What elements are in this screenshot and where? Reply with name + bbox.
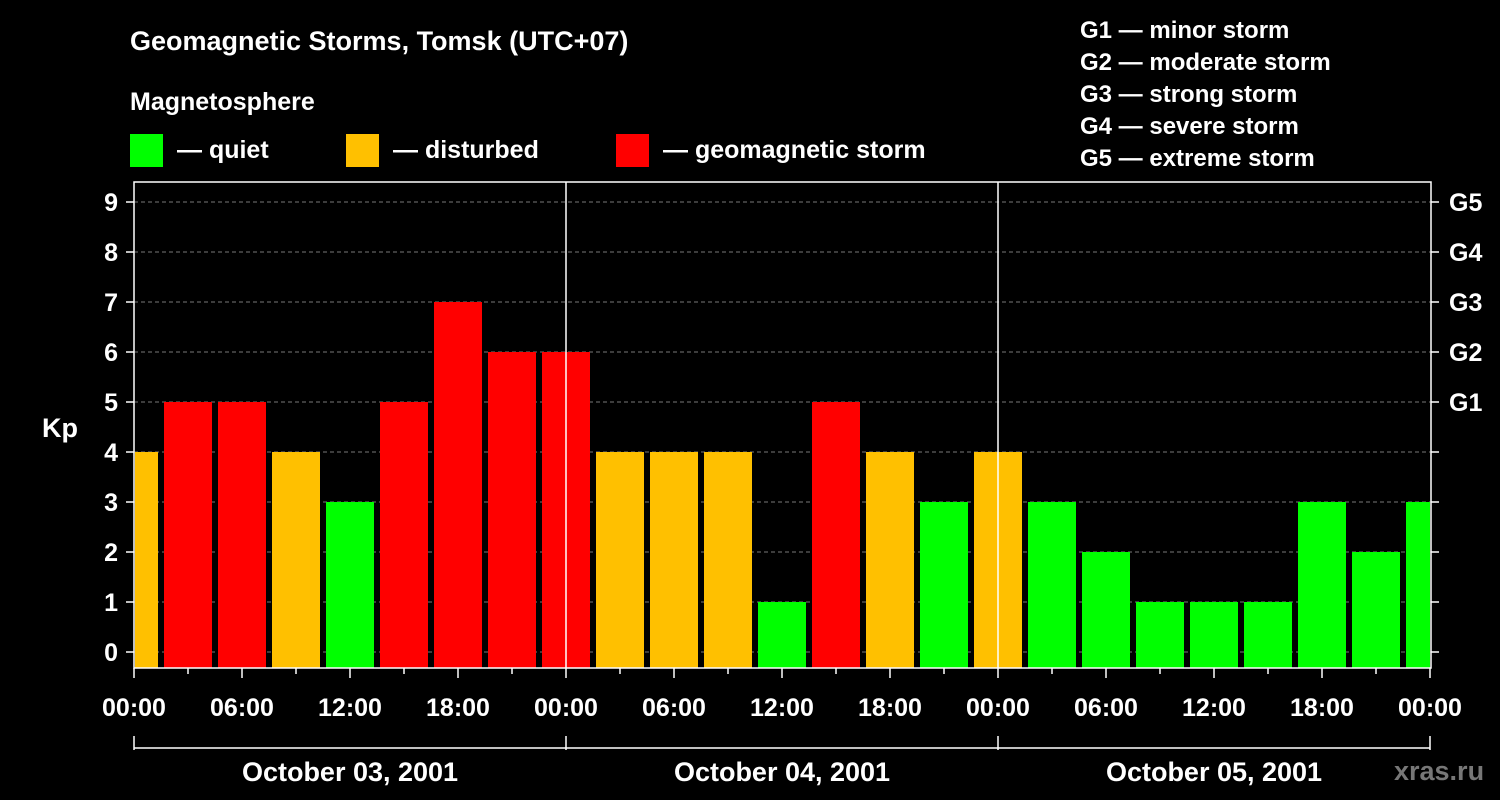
storm-level-label: G4 <box>1449 239 1482 267</box>
x-tick-label: 18:00 <box>1290 694 1354 722</box>
bars-layer <box>135 302 1430 668</box>
storm-scale-g4: G4 — severe storm <box>1080 113 1299 140</box>
legend-label-storm: — geomagnetic storm <box>663 136 926 164</box>
bar <box>380 402 428 668</box>
y-tick-label: 2 <box>104 539 118 567</box>
bar <box>1082 552 1130 668</box>
bar <box>1028 502 1076 668</box>
y-tick-label: 6 <box>104 339 118 367</box>
x-tick-label: 06:00 <box>210 694 274 722</box>
watermark: xras.ru <box>1394 756 1484 786</box>
day-label: October 05, 2001 <box>1106 757 1322 787</box>
y-tick-label: 0 <box>104 639 118 667</box>
legend-label-quiet: — quiet <box>177 136 269 164</box>
x-tick-label: 00:00 <box>102 694 166 722</box>
bar <box>326 502 374 668</box>
legend-swatch-disturbed <box>346 134 379 167</box>
bar <box>704 452 752 668</box>
storm-scale-g1: G1 — minor storm <box>1080 17 1289 44</box>
bar <box>596 452 644 668</box>
storm-level-label: G5 <box>1449 189 1482 217</box>
y-tick-label: 8 <box>104 239 118 267</box>
x-tick-label: 00:00 <box>1398 694 1462 722</box>
y-tick-label: 4 <box>104 439 118 467</box>
bar <box>1352 552 1400 668</box>
x-tick-label: 06:00 <box>1074 694 1138 722</box>
bar <box>758 602 806 668</box>
legend-swatch-storm <box>616 134 649 167</box>
x-tick-label: 00:00 <box>966 694 1030 722</box>
y-tick-label: 9 <box>104 189 118 217</box>
x-tick-label: 12:00 <box>318 694 382 722</box>
bar <box>650 452 698 668</box>
storm-scale-legend: G1 — minor storm G2 — moderate storm G3 … <box>1080 17 1331 172</box>
legend-label-disturbed: — disturbed <box>393 136 539 164</box>
y-tick-label: 3 <box>104 489 118 517</box>
y-tick-label: 5 <box>104 389 118 417</box>
x-tick-label: 18:00 <box>426 694 490 722</box>
bar <box>218 402 266 668</box>
storm-scale-g5: G5 — extreme storm <box>1080 145 1315 172</box>
bar <box>1136 602 1184 668</box>
storm-scale-g3: G3 — strong storm <box>1080 81 1297 108</box>
bar <box>812 402 860 668</box>
storm-level-label: G1 <box>1449 389 1482 417</box>
bar <box>1298 502 1346 668</box>
storm-level-label: G2 <box>1449 339 1482 367</box>
bar <box>434 302 482 668</box>
bar <box>1406 502 1430 668</box>
legend-heading: Magnetosphere <box>130 88 315 116</box>
chart-title: Geomagnetic Storms, Tomsk (UTC+07) <box>130 26 628 56</box>
x-tick-label: 00:00 <box>534 694 598 722</box>
storm-scale-g2: G2 — moderate storm <box>1080 49 1331 76</box>
bar <box>488 352 536 668</box>
bar <box>1190 602 1238 668</box>
day-label: October 04, 2001 <box>674 757 890 787</box>
bar <box>164 402 212 668</box>
bar <box>866 452 914 668</box>
x-tick-label: 12:00 <box>1182 694 1246 722</box>
storm-level-label: G3 <box>1449 289 1482 317</box>
bar <box>272 452 320 668</box>
axes-layer: 0 1 2 3 4 5 6 7 8 9 G1 G2 G3 G4 G5 00:00 06:00 12:00 18:00… <box>102 181 1482 787</box>
bar <box>1244 602 1292 668</box>
day-label: October 03, 2001 <box>242 757 458 787</box>
bar <box>920 502 968 668</box>
x-tick-label: 12:00 <box>750 694 814 722</box>
y-axis-label: Kp <box>42 413 78 443</box>
x-tick-label: 06:00 <box>642 694 706 722</box>
legend-swatch-quiet <box>130 134 163 167</box>
y-tick-label: 7 <box>104 289 118 317</box>
bar <box>135 452 158 668</box>
x-tick-label: 18:00 <box>858 694 922 722</box>
y-tick-label: 1 <box>104 589 118 617</box>
